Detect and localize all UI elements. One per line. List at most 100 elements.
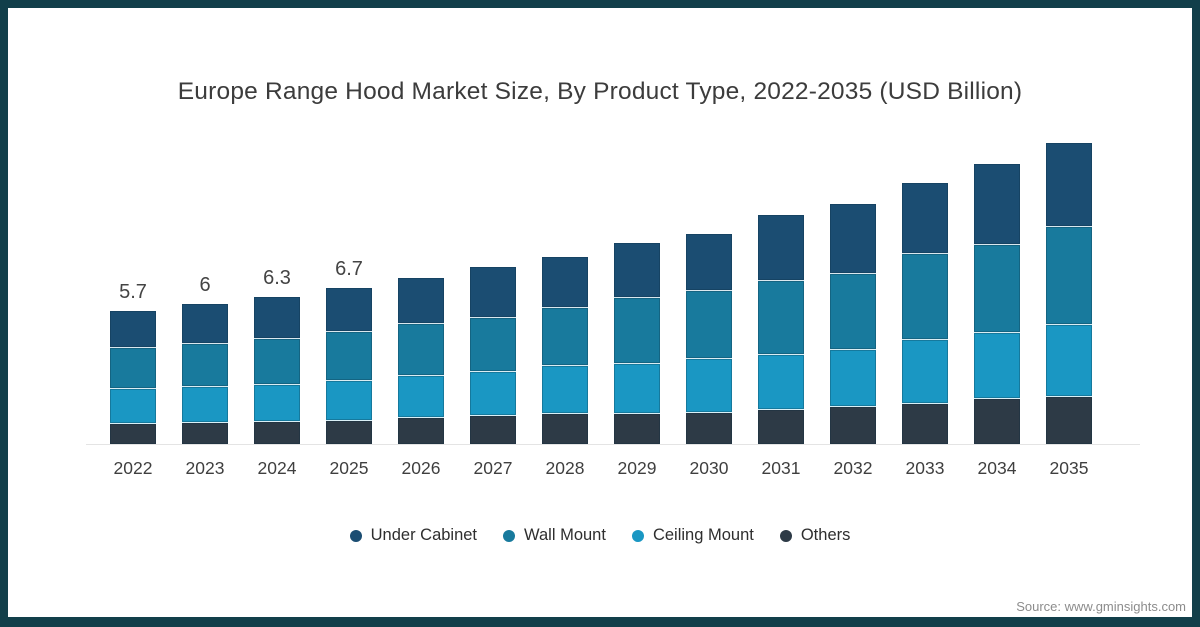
segment-wall-mount-2022 [110, 348, 156, 390]
segment-others-2025 [326, 420, 372, 444]
segment-ceiling-mount-2034 [974, 333, 1020, 399]
x-tick-2035: 2035 [1049, 458, 1089, 478]
segment-others-2022 [110, 424, 156, 444]
segment-ceiling-mount-2029 [614, 363, 660, 414]
segment-others-2032 [830, 406, 876, 444]
segment-others-2028 [542, 413, 588, 444]
segment-wall-mount-2026 [398, 323, 444, 377]
x-tick-2023: 2023 [185, 458, 225, 478]
segment-others-2034 [974, 398, 1020, 444]
segment-others-2029 [614, 413, 660, 444]
bar-2023: 6 2023 [182, 274, 228, 478]
bar-total-label-2024: 6.3 [263, 267, 291, 290]
segment-wall-mount-2030 [686, 291, 732, 359]
bar-total-label-2025: 6.7 [335, 257, 363, 280]
segment-under-cabinet-2028 [542, 257, 588, 308]
x-tick-2031: 2031 [761, 458, 801, 478]
segment-wall-mount-2028 [542, 307, 588, 366]
segment-ceiling-mount-2023 [182, 386, 228, 423]
segment-under-cabinet-2034 [974, 164, 1020, 245]
bar-2025: 6.7 2025 [326, 258, 372, 478]
bar-2033: 2033 [902, 182, 948, 478]
segment-under-cabinet-2035 [1046, 143, 1092, 228]
segment-ceiling-mount-2031 [758, 355, 804, 411]
legend-label: Ceiling Mount [652, 526, 754, 544]
segment-under-cabinet-2033 [902, 182, 948, 254]
chart-title: Europe Range Hood Market Size, By Produc… [177, 78, 1023, 105]
x-tick-2032: 2032 [833, 458, 873, 478]
segment-ceiling-mount-2024 [254, 384, 300, 422]
legend-label: Others [800, 526, 851, 544]
bar-2022: 5.7 2022 [110, 281, 156, 478]
segment-ceiling-mount-2028 [542, 365, 588, 414]
x-tick-2027: 2027 [473, 458, 513, 478]
bar-2030: 2030 [686, 233, 732, 478]
segment-others-2033 [902, 404, 948, 444]
segment-ceiling-mount-2032 [830, 349, 876, 407]
segment-ceiling-mount-2030 [686, 358, 732, 413]
legend-dot-icon [779, 529, 792, 542]
segment-others-2024 [254, 421, 300, 444]
segment-wall-mount-2025 [326, 332, 372, 382]
segment-wall-mount-2035 [1046, 227, 1092, 326]
segment-under-cabinet-2024 [254, 297, 300, 340]
segment-wall-mount-2023 [182, 343, 228, 387]
x-tick-2024: 2024 [257, 458, 297, 478]
x-tick-2028: 2028 [545, 458, 585, 478]
segment-wall-mount-2027 [470, 318, 516, 372]
segment-ceiling-mount-2022 [110, 389, 156, 425]
segment-wall-mount-2029 [614, 298, 660, 364]
legend-label: Under Cabinet [370, 526, 478, 544]
bar-2031: 2031 [758, 215, 804, 478]
segment-wall-mount-2031 [758, 280, 804, 356]
x-tick-2034: 2034 [977, 458, 1017, 478]
legend-dot-icon [349, 529, 362, 542]
segment-under-cabinet-2029 [614, 243, 660, 299]
segment-wall-mount-2033 [902, 253, 948, 341]
bar-total-label-2022: 5.7 [119, 281, 147, 304]
source-attribution: Source: www.gminsights.com [1016, 599, 1186, 614]
segment-others-2023 [182, 423, 228, 444]
segment-wall-mount-2032 [830, 273, 876, 350]
segment-others-2035 [1046, 397, 1092, 444]
legend-item-ceiling-mount: Ceiling Mount [631, 526, 754, 545]
segment-others-2030 [686, 412, 732, 444]
legend-item-others: Others [779, 526, 851, 545]
segment-under-cabinet-2025 [326, 287, 372, 333]
segment-under-cabinet-2026 [398, 278, 444, 324]
x-tick-2022: 2022 [113, 458, 153, 478]
segment-under-cabinet-2027 [470, 266, 516, 319]
legend-item-wall-mount: Wall Mount [503, 526, 606, 545]
bar-2028: 2028 [542, 257, 588, 478]
plot-area: 5.7 2022 6 2023 6.3 2024 6.7 2025 2026 2027 2028 20… [86, 140, 1140, 478]
bar-2027: 2027 [470, 266, 516, 478]
bar-2029: 2029 [614, 243, 660, 478]
x-tick-2030: 2030 [689, 458, 729, 478]
legend-dot-icon [503, 529, 516, 542]
segment-others-2027 [470, 416, 516, 444]
segment-others-2026 [398, 418, 444, 444]
segment-ceiling-mount-2025 [326, 381, 372, 421]
x-tick-2029: 2029 [617, 458, 657, 478]
x-tick-2026: 2026 [401, 458, 441, 478]
bar-2035: 2035 [1046, 143, 1092, 478]
segment-under-cabinet-2030 [686, 233, 732, 292]
segment-others-2031 [758, 410, 804, 444]
segment-ceiling-mount-2035 [1046, 325, 1092, 398]
segment-under-cabinet-2031 [758, 215, 804, 281]
bar-total-label-2023: 6 [199, 273, 211, 296]
bar-2026: 2026 [398, 278, 444, 478]
legend-item-under-cabinet: Under Cabinet [349, 526, 478, 545]
legend-label: Wall Mount [524, 526, 606, 544]
segment-ceiling-mount-2033 [902, 340, 948, 405]
segment-under-cabinet-2022 [110, 311, 156, 349]
x-tick-2033: 2033 [905, 458, 945, 478]
x-tick-2025: 2025 [329, 458, 369, 478]
bar-2032: 2032 [830, 203, 876, 478]
segment-ceiling-mount-2026 [398, 376, 444, 419]
segment-wall-mount-2034 [974, 244, 1020, 334]
segment-under-cabinet-2032 [830, 203, 876, 274]
legend: Under Cabinet Wall Mount Ceiling Mount Othe… [8, 526, 1192, 545]
bar-2024: 6.3 2024 [254, 267, 300, 478]
